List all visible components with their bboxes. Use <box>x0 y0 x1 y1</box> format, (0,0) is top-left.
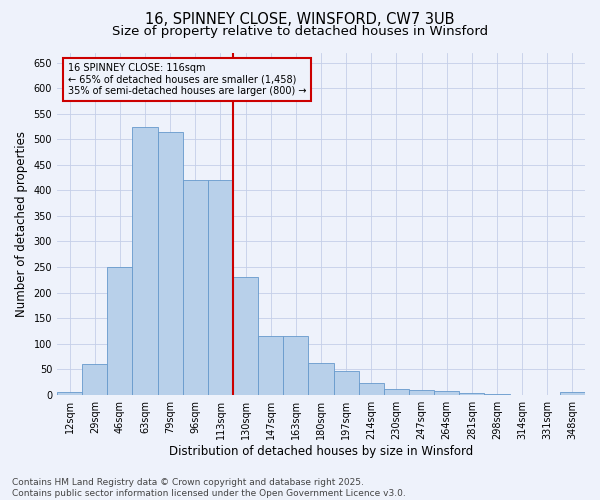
Bar <box>107 267 133 394</box>
Y-axis label: Number of detached properties: Number of detached properties <box>15 130 28 316</box>
Text: 16 SPINNEY CLOSE: 116sqm
← 65% of detached houses are smaller (1,458)
35% of sem: 16 SPINNEY CLOSE: 116sqm ← 65% of detach… <box>68 63 306 96</box>
Bar <box>283 336 308 394</box>
Bar <box>459 393 484 394</box>
Bar <box>334 370 359 394</box>
Bar <box>560 392 585 394</box>
Bar <box>133 126 158 394</box>
Text: Size of property relative to detached houses in Winsford: Size of property relative to detached ho… <box>112 25 488 38</box>
Bar <box>359 384 384 394</box>
Bar <box>384 388 409 394</box>
Bar <box>158 132 183 394</box>
Bar <box>409 390 434 394</box>
Bar <box>183 180 208 394</box>
Bar <box>258 336 283 394</box>
Bar <box>233 277 258 394</box>
Bar <box>57 392 82 394</box>
Text: Contains HM Land Registry data © Crown copyright and database right 2025.
Contai: Contains HM Land Registry data © Crown c… <box>12 478 406 498</box>
Bar <box>208 180 233 394</box>
X-axis label: Distribution of detached houses by size in Winsford: Distribution of detached houses by size … <box>169 444 473 458</box>
Bar <box>82 364 107 394</box>
Text: 16, SPINNEY CLOSE, WINSFORD, CW7 3UB: 16, SPINNEY CLOSE, WINSFORD, CW7 3UB <box>145 12 455 28</box>
Bar <box>434 390 459 394</box>
Bar <box>308 362 334 394</box>
